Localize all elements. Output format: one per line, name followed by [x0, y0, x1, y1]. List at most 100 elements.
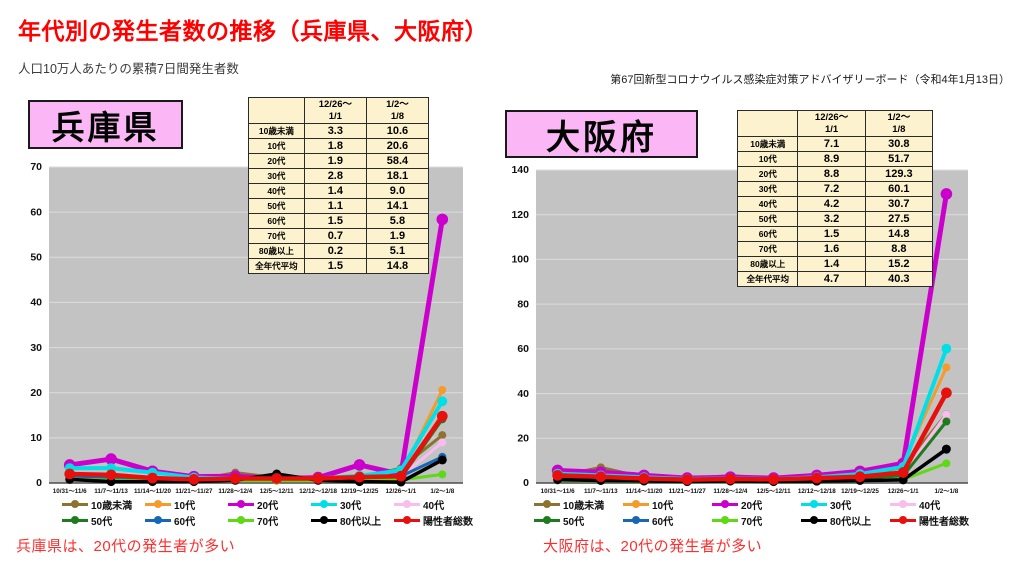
- y-tick-label: 120: [511, 209, 529, 221]
- x-tick-label: 11/7～11/13: [584, 488, 618, 495]
- source-note: 第67回新型コロナウイルス感染症対策アドバイザリーボード（令和4年1月13日）: [610, 74, 1010, 86]
- table-cell: 30.8: [864, 136, 934, 152]
- subtitle: 人口10万人あたりの累積7日間発生者数: [18, 62, 239, 76]
- legend-marker-icon: [311, 515, 337, 525]
- table-cell: 27.5: [864, 211, 934, 227]
- legend-marker-icon: [890, 515, 916, 525]
- series-marker: [438, 470, 447, 479]
- table-cell: 1.9: [365, 228, 430, 244]
- table-cell: 1.9: [303, 153, 367, 169]
- table-row: 60代 1.5 14.8: [736, 226, 934, 242]
- legend-label: 60代: [174, 516, 196, 528]
- table-header-cell: 12/26～ 1/1: [303, 97, 367, 124]
- table-row: 10代 1.8 20.6: [248, 138, 430, 154]
- table-cell: 1.4: [797, 256, 866, 272]
- table-cell: 8.9: [797, 151, 866, 167]
- table-row-label: 70代: [736, 241, 799, 257]
- legend-item-70代: 70代: [228, 512, 311, 528]
- table-header-cell: [248, 97, 305, 124]
- series-marker: [942, 410, 951, 419]
- legend-item-60代: 60代: [145, 512, 228, 528]
- y-tick-label: 60: [30, 206, 42, 218]
- series-marker: [941, 387, 952, 399]
- legend-marker-icon: [62, 499, 88, 509]
- stats-table-osaka: 12/26～ 1/1 1/2～ 1/8 10歳未満 7.1 30.8 10代 8.9 51.7…: [736, 110, 934, 287]
- table-cell: 9.0: [365, 183, 430, 199]
- table-cell: 30.7: [864, 196, 934, 212]
- legend-label: 60代: [652, 516, 674, 528]
- y-tick-label: 40: [30, 297, 42, 309]
- legend-item-80代以上: 80代以上: [311, 512, 394, 528]
- table-cell: 8.8: [864, 241, 934, 257]
- legend-label: 30代: [830, 500, 852, 512]
- legend-hyogo: 10歳未満 10代 20代 30代 40代 50代 60代 70代 80代以上 陽性者総数: [62, 496, 480, 528]
- table-row-label: 60代: [736, 226, 799, 242]
- legend-marker-icon: [145, 499, 171, 509]
- table-cell: 14.8: [864, 226, 934, 242]
- prefecture-label-hyogo: 兵庫県: [28, 100, 183, 149]
- legend-label: 20代: [257, 500, 279, 512]
- table-cell: 7.2: [797, 181, 866, 197]
- series-marker: [438, 431, 447, 440]
- legend-marker-icon: [534, 515, 560, 525]
- legend-label: 10歳未満: [563, 500, 605, 512]
- y-tick-label: 20: [517, 432, 529, 444]
- table-row-label: 40代: [248, 183, 305, 199]
- table-header-row: 12/26～ 1/1 1/2～ 1/8: [248, 97, 430, 124]
- table-cell: 4.7: [797, 271, 866, 287]
- table-row-label: 70代: [248, 228, 305, 244]
- table-cell: 8.8: [797, 166, 866, 182]
- table-header-row: 12/26～ 1/1 1/2～ 1/8: [736, 110, 934, 137]
- y-tick-label: 50: [30, 251, 42, 263]
- prefecture-label-osaka: 大阪府: [505, 110, 698, 158]
- table-row: 80歳以上 1.4 15.2: [736, 256, 934, 272]
- legend-item-10代: 10代: [145, 496, 228, 512]
- legend-item-20代: 20代: [712, 496, 801, 512]
- x-tick-label: 12/19～12/25: [841, 488, 879, 495]
- table-row-label: 全年代平均: [248, 258, 305, 274]
- y-tick-label: 40: [517, 388, 529, 400]
- legend-label: 10代: [652, 500, 674, 512]
- table-header-cell: 1/2～ 1/8: [864, 110, 934, 137]
- table-cell: 0.2: [303, 243, 367, 259]
- series-marker: [942, 363, 951, 372]
- legend-item-70代: 70代: [712, 512, 801, 528]
- legend-item-30代: 30代: [311, 496, 394, 512]
- series-marker: [353, 459, 366, 471]
- table-row-label: 20代: [736, 166, 799, 182]
- y-tick-label: 100: [511, 254, 529, 266]
- x-tick-label: 11/21～11/27: [175, 488, 213, 495]
- table-row-label: 50代: [736, 211, 799, 227]
- y-tick-label: 80: [517, 298, 529, 310]
- table-cell: 51.7: [864, 151, 934, 167]
- legend-item-80代以上: 80代以上: [801, 512, 890, 528]
- table-row: 60代 1.5 5.8: [248, 213, 430, 229]
- series-marker: [681, 474, 693, 485]
- legend-marker-icon: [623, 515, 649, 525]
- table-row: 10代 8.9 51.7: [736, 151, 934, 167]
- legend-marker-icon: [394, 515, 420, 525]
- legend-marker-icon: [62, 515, 88, 525]
- x-tick-label: 10/31～11/6: [541, 488, 575, 495]
- x-tick-label: 11/14～11/20: [625, 488, 663, 495]
- table-cell: 4.2: [797, 196, 866, 212]
- legend-label: 70代: [741, 516, 763, 528]
- legend-marker-icon: [801, 499, 827, 509]
- table-row: 20代 1.9 58.4: [248, 153, 430, 169]
- series-marker: [229, 473, 241, 484]
- legend-label: 陽性者総数: [423, 516, 473, 528]
- legend-osaka: 10歳未満 10代 20代 30代 40代 50代 60代 70代 80代以上 陽性者総数: [534, 496, 982, 528]
- series-marker: [312, 473, 324, 484]
- table-cell: 60.1: [864, 181, 934, 197]
- legend-marker-icon: [712, 515, 738, 525]
- table-row: 20代 8.8 129.3: [736, 166, 934, 182]
- x-tick-label: 11/28～12/4: [713, 488, 747, 495]
- table-row-label: 20代: [248, 153, 305, 169]
- legend-label: 10代: [174, 500, 196, 512]
- legend-marker-icon: [534, 499, 560, 509]
- series-marker: [188, 474, 200, 485]
- y-tick-label: 0: [36, 477, 42, 489]
- table-cell: 5.8: [365, 213, 430, 229]
- legend-marker-icon: [623, 499, 649, 509]
- legend-item-10代: 10代: [623, 496, 712, 512]
